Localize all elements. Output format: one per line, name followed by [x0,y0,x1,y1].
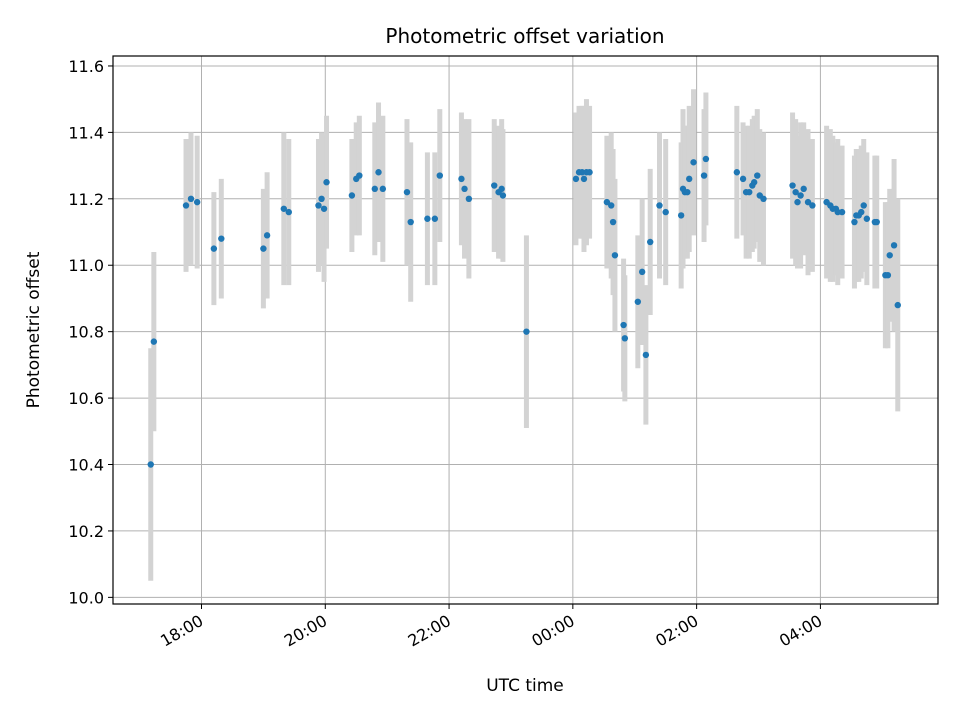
data-point [863,215,871,222]
grid-lines [113,56,938,604]
data-point [356,172,363,179]
y-tick-label: 10.2 [68,522,104,541]
data-point [491,182,498,189]
data-point [890,242,898,249]
data-point [182,202,190,209]
data-point [754,172,761,179]
data-point [677,212,685,219]
data-point [894,301,901,309]
data-point [884,272,892,279]
data-point [323,179,330,186]
data-point [285,208,292,216]
data-point [260,245,267,252]
plot-frame [112,55,939,605]
data-point [809,202,816,209]
data-point [851,218,858,226]
data-point [750,179,758,186]
data-point [702,155,710,163]
data-point [804,198,812,206]
y-tick-label: 10.6 [68,389,104,408]
data-point [647,238,654,246]
data-point [686,175,693,183]
data-point [263,232,271,239]
data-point [586,169,593,176]
data-point [431,215,439,222]
data-point [609,218,617,226]
data-point [147,461,154,468]
data-point [193,198,201,206]
data-point [860,202,867,209]
data-points [147,155,901,468]
data-point [684,188,691,196]
data-point [407,218,414,226]
y-axis-ticks: 10.0 10.2 10.4 10.6 10.8 11.0 11.2 11.4 11.6 [68,57,113,607]
data-point [797,192,804,199]
data-point [690,159,697,166]
data-point [603,198,611,206]
data-point [424,215,431,222]
data-point [733,169,741,176]
data-point [218,235,225,242]
y-tick-label: 11.0 [68,256,104,275]
data-point [873,218,880,226]
data-point [662,208,669,216]
data-point [634,298,642,305]
y-tick-label: 11.6 [68,57,104,76]
data-point [348,192,356,199]
y-axis-label: Photometric offset [24,251,44,408]
data-point [739,175,747,183]
y-tick-label: 11.2 [68,190,104,209]
data-point [318,195,325,203]
data-point [760,195,767,203]
data-point [656,202,663,209]
data-point [621,335,629,342]
data-point [375,169,382,176]
data-point [642,351,650,359]
data-point [700,172,708,179]
data-point [886,252,893,259]
data-point [611,252,619,259]
data-point [638,268,646,276]
data-point [150,338,158,345]
data-point [465,195,473,203]
data-point [580,175,588,183]
data-point [792,188,799,196]
data-point [746,188,753,196]
x-axis-label: UTC time [486,676,564,696]
data-point [187,195,195,203]
data-point [800,185,807,193]
chart-title: Photometric offset variation [385,24,664,48]
data-point [608,202,615,209]
y-tick-label: 11.4 [68,123,104,142]
data-point [572,175,580,183]
data-point [403,188,411,196]
data-point [371,185,378,193]
data-point [320,205,328,212]
data-point [794,198,801,206]
data-point [458,175,465,183]
data-point [499,192,507,199]
data-point [523,328,530,335]
data-point [789,182,796,189]
data-point [838,208,846,216]
data-point [315,202,322,209]
data-point [461,185,468,193]
data-point [379,185,387,193]
y-tick-label: 10.0 [68,588,104,607]
y-tick-label: 10.8 [68,323,104,342]
y-tick-label: 10.4 [68,456,104,475]
data-point [498,185,505,193]
data-point [858,208,865,216]
data-point [436,172,443,179]
data-point [620,321,627,329]
data-point [280,205,288,212]
data-point [210,245,218,252]
